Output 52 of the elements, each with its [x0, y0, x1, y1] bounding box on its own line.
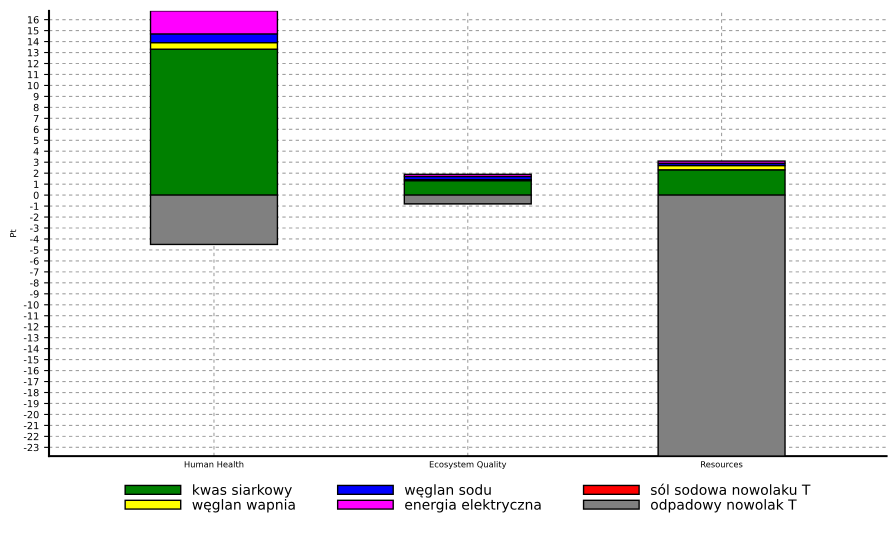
x-tick-label: Resources [701, 461, 742, 468]
y-tick-label: -13 [24, 334, 39, 342]
y-tick-label: 15 [28, 27, 38, 34]
x-tick-label: Human Health [184, 460, 244, 468]
y-tick-label: 1 [34, 180, 38, 188]
bar [657, 160, 786, 164]
y-tick-label: -20 [24, 410, 39, 418]
y-tick-label: 8 [34, 104, 39, 112]
y-tick-label: -4 [30, 236, 39, 243]
y-tick-label: -18 [24, 388, 39, 396]
y-tick-label: -22 [24, 432, 38, 440]
y-tick-label: -21 [24, 422, 38, 430]
y-tick-label: -16 [24, 367, 39, 374]
y-tick-label: 16 [28, 16, 39, 24]
y-tick-label: 6 [34, 126, 39, 134]
y-tick-label: -23 [24, 444, 39, 452]
y-tick-label: -11 [24, 312, 38, 320]
y-tick-label: -1 [30, 202, 38, 210]
y-tick-label: -17 [24, 378, 38, 386]
y-tick-label: 13 [28, 49, 39, 56]
legend-label: kwas siarkowy [193, 484, 292, 498]
y-tick-label: 0 [34, 192, 39, 199]
y-tick-label: 2 [34, 170, 38, 177]
y-tick-label: 11 [28, 71, 38, 78]
y-axis-title: Pt [10, 230, 16, 237]
y-tick-label: -8 [30, 279, 39, 287]
y-tick-label: -10 [24, 301, 39, 309]
y-tick-label: -19 [24, 400, 39, 408]
y-tick-label: -14 [24, 345, 39, 352]
y-tick-label: -6 [30, 257, 39, 265]
y-tick-label: -2 [30, 214, 38, 221]
y-tick-label: 7 [34, 114, 38, 122]
y-tick-label: 14 [28, 38, 39, 46]
y-tick-label: -5 [30, 246, 38, 254]
y-tick-label: 9 [34, 92, 39, 100]
y-tick-label: 12 [28, 60, 38, 68]
y-tick-label: 10 [28, 82, 39, 90]
y-tick-label: 3 [34, 158, 39, 166]
legend-label: energia elektryczna [405, 499, 541, 512]
y-tick-label: -12 [24, 323, 38, 330]
y-tick-label: -7 [30, 268, 38, 276]
y-tick-label: -9 [30, 290, 39, 298]
y-tick-label: -3 [30, 224, 39, 232]
bar [404, 174, 532, 178]
y-tick-label: 5 [34, 136, 38, 144]
y-tick-label: -15 [24, 356, 38, 364]
legend-label: węglan sodu [404, 484, 491, 498]
legend-label: odpadowy nowolak T [650, 499, 797, 512]
legend-label: węglan wapnia [192, 499, 295, 512]
x-tick-label: Ecosystem Quality [430, 460, 506, 470]
legend-label: sól sodowa nowolaku T [650, 484, 810, 495]
y-tick-label: 4 [34, 148, 39, 155]
